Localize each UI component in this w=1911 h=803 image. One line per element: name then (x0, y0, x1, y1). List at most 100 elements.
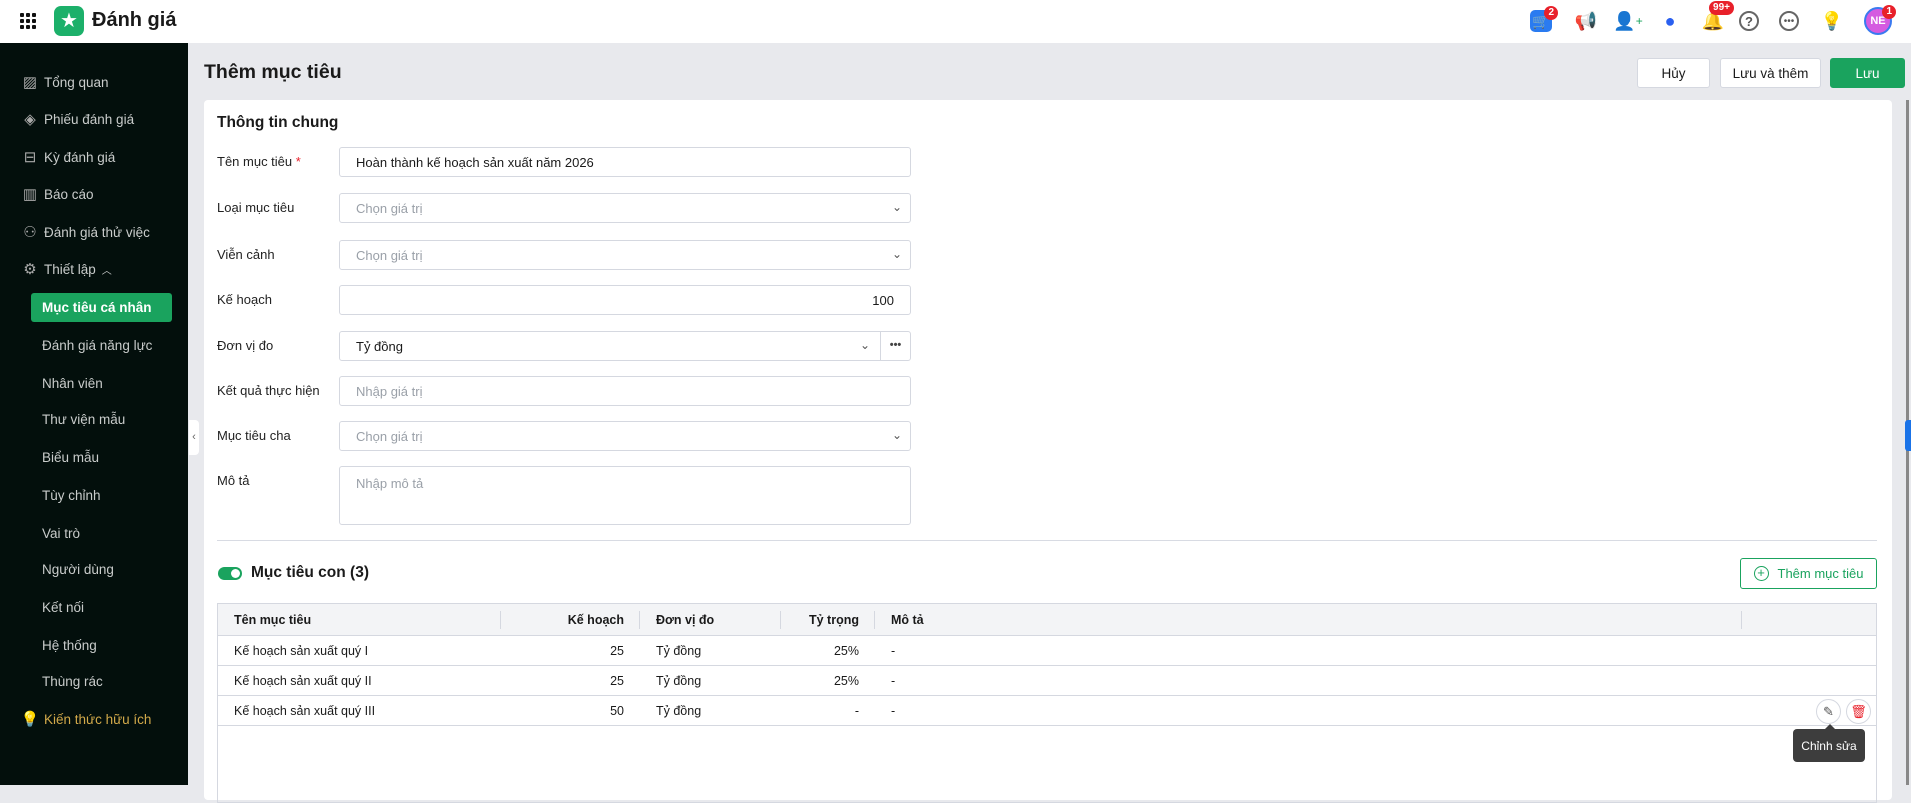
sidebar-item-knowledge[interactable]: 💡 Kiến thức hữu ích (20, 704, 152, 734)
avatar-badge: 1 (1882, 5, 1896, 19)
sidebar-item-label: Vai trò (42, 525, 81, 541)
more-options-icon[interactable]: ••• (880, 332, 910, 360)
avatar[interactable]: NE 1 (1864, 5, 1896, 35)
sidebar-item-probation[interactable]: ⚇ Đánh giá thử việc (20, 217, 150, 247)
unit-select[interactable]: Tỷ đồng ⌄ ••• (339, 331, 911, 361)
more-icon[interactable]: ••• (1779, 11, 1799, 31)
required-mark: * (295, 154, 301, 169)
add-goal-button[interactable]: + Thêm mục tiêu (1740, 558, 1877, 589)
sidebar-item-trash[interactable]: Thùng rác (42, 666, 103, 696)
column-separator (1741, 611, 1742, 629)
cell-unit: Tỷ đồng (656, 674, 702, 688)
children-table: Tên mục tiêu Kế hoạch Đơn vị đo Tỷ trọng… (217, 603, 1877, 803)
help-icon[interactable]: ? (1739, 11, 1759, 31)
save-button[interactable]: Lưu (1830, 58, 1905, 88)
form-card: Thông tin chung Tên mục tiêu * Hoàn thàn… (204, 100, 1892, 803)
sidebar-item-forms[interactable]: ◈ Phiếu đánh giá (20, 104, 134, 134)
placeholder: Chọn giá trị (356, 428, 423, 444)
sidebar-item-employees[interactable]: Nhân viên (42, 368, 103, 398)
sidebar-item-customize[interactable]: Tùy chỉnh (42, 480, 101, 510)
sidebar-item-users[interactable]: Người dùng (42, 554, 114, 584)
sidebar-item-label: Đánh giá thử việc (44, 224, 150, 240)
sidebar-item-label: Tổng quan (44, 74, 109, 90)
cell-weight: 25% (833, 674, 859, 688)
children-toggle[interactable] (218, 567, 242, 580)
description-textarea[interactable]: Nhập mô tả (339, 466, 911, 525)
sidebar-item-system[interactable]: Hệ thống (42, 630, 97, 660)
column-separator (639, 611, 640, 629)
sidebar-item-reports[interactable]: ▥ Báo cáo (20, 179, 94, 209)
cancel-button[interactable]: Hủy (1637, 58, 1710, 88)
edit-tooltip: Chỉnh sửa (1793, 724, 1865, 762)
name-label: Tên mục tiêu * (217, 154, 301, 169)
save-and-add-button[interactable]: Lưu và thêm (1720, 58, 1821, 88)
cell-plan: 25 (610, 644, 624, 658)
sidebar-item-template-library[interactable]: Thư viện mẫu (42, 404, 125, 434)
sidebar-item-label: Kết nối (42, 599, 85, 615)
sidebar-item-label: Biểu mẫu (42, 449, 100, 465)
table-row[interactable]: Kế hoạch sản xuất quý II 25 Tỷ đồng 25% … (218, 666, 1876, 696)
cell-unit: Tỷ đồng (656, 644, 702, 658)
vision-label: Viễn cảnh (217, 247, 275, 262)
plan-label: Kế hoạch (217, 292, 272, 307)
sidebar-item-overview[interactable]: ▨ Tổng quan (20, 67, 109, 97)
table-row[interactable]: Kế hoạch sản xuất quý I 25 Tỷ đồng 25% - (218, 636, 1876, 666)
bell-icon[interactable]: 🔔 99+ (1700, 1, 1734, 34)
table-row[interactable]: Kế hoạch sản xuất quý III 50 Tỷ đồng - -… (218, 696, 1876, 726)
sidebar-item-label: Kỳ đánh giá (44, 149, 116, 165)
report-icon: ▥ (22, 186, 38, 203)
sidebar-item-label: Nhân viên (42, 375, 103, 391)
children-title: Mục tiêu con (3) (251, 564, 369, 581)
placeholder: Nhập giá trị (356, 383, 423, 399)
app-grid-icon[interactable] (20, 13, 36, 29)
placeholder: Nhập mô tả (356, 476, 424, 491)
cell-plan: 50 (610, 704, 624, 718)
sidebar-item-label: Thiết lập (44, 261, 96, 277)
add-user-icon[interactable]: 👤 + (1613, 10, 1643, 31)
sidebar-item-label: Tùy chỉnh (42, 487, 101, 503)
sidebar-item-settings[interactable]: ⚙ Thiết lập ︿ (20, 254, 112, 284)
divider (217, 540, 1877, 541)
cell-unit: Tỷ đồng (656, 704, 702, 718)
lightbulb-book-icon[interactable]: 💡 (1820, 10, 1844, 31)
edit-pencil-icon[interactable]: ✎ (1816, 699, 1841, 724)
label-text: Tên mục tiêu (217, 154, 293, 169)
sidebar-item-label: Người dùng (42, 561, 114, 577)
description-label: Mô tả (217, 473, 250, 488)
sidebar-item-personal-goals[interactable]: Mục tiêu cá nhân (31, 293, 172, 322)
goal-name-input[interactable]: Hoàn thành kế hoạch sản xuất năm 2026 (339, 147, 911, 177)
sidebar-collapse-handle[interactable]: ‹ (189, 420, 199, 455)
top-header: ★ Đánh giá 🛒 2 📢 👤 + ● 🔔 99+ ? ••• 💡 NE 1 (0, 0, 1911, 43)
sidebar-item-competency[interactable]: Đánh giá năng lực (42, 330, 152, 360)
lightbulb-book-icon: 💡 (20, 711, 40, 728)
sidebar-item-roles[interactable]: Vai trò (42, 518, 80, 548)
result-label: Kết quả thực hiện (217, 383, 320, 398)
sidebar-item-label: Báo cáo (44, 186, 94, 202)
sidebar-item-templates[interactable]: Biểu mẫu (42, 442, 99, 472)
add-goal-label: Thêm mục tiêu (1777, 566, 1864, 581)
sidebar-item-connections[interactable]: Kết nối (42, 592, 84, 622)
column-separator (500, 611, 501, 629)
placeholder: Chọn giá trị (356, 200, 423, 216)
megaphone-icon[interactable]: 📢 (1574, 10, 1598, 31)
column-header-plan: Kế hoạch (567, 613, 624, 627)
result-input[interactable]: Nhập giá trị (339, 376, 911, 406)
sidebar-item-periods[interactable]: ⊟ Kỳ đánh giá (20, 142, 116, 172)
cell-name: Kế hoạch sản xuất quý II (234, 674, 372, 688)
side-panel-tab[interactable] (1905, 420, 1911, 451)
plan-input[interactable]: 100 (339, 285, 911, 315)
section-title: Thông tin chung (217, 114, 339, 131)
goal-type-select[interactable]: Chọn giá trị ⌄ (339, 193, 911, 223)
parent-goal-select[interactable]: Chọn giá trị ⌄ (339, 421, 911, 451)
vision-select[interactable]: Chọn giá trị ⌄ (339, 240, 911, 270)
delete-trash-icon[interactable]: 🗑 (1846, 699, 1871, 724)
placeholder: Chọn giá trị (356, 247, 423, 263)
notification-badge: 99+ (1709, 1, 1734, 15)
chat-icon[interactable]: ● (1664, 10, 1676, 31)
column-separator (780, 611, 781, 629)
sidebar-item-label: Mục tiêu cá nhân (42, 300, 152, 315)
sidebar: ▨ Tổng quan ◈ Phiếu đánh giá ⊟ Kỳ đánh giá … (0, 43, 188, 785)
cart-icon[interactable]: 🛒 2 (1530, 6, 1558, 32)
column-header-description: Mô tả (891, 613, 924, 627)
app-title: Đánh giá (92, 9, 177, 31)
